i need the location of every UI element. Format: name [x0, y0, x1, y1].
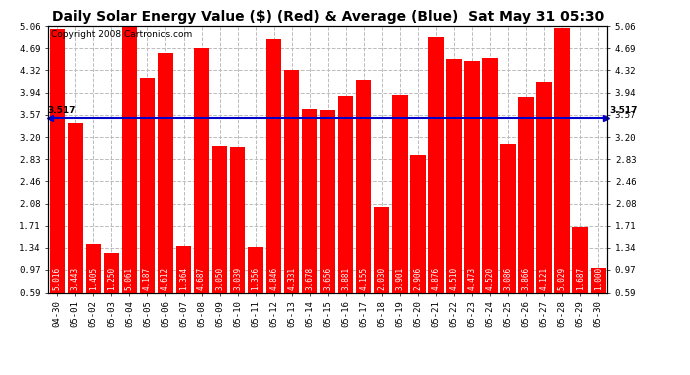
Text: 5.029: 5.029: [558, 267, 566, 290]
Text: 3.656: 3.656: [323, 267, 333, 290]
Text: 1.687: 1.687: [575, 267, 584, 290]
Bar: [500, 144, 515, 328]
Bar: [302, 109, 317, 328]
Bar: [356, 80, 371, 328]
Bar: [464, 61, 480, 328]
Bar: [212, 146, 227, 328]
Bar: [320, 110, 335, 328]
Text: 4.331: 4.331: [287, 267, 296, 290]
Bar: [68, 123, 83, 328]
Bar: [320, 110, 335, 328]
Text: 1.000: 1.000: [593, 267, 602, 290]
Bar: [555, 28, 570, 328]
Text: 4.473: 4.473: [468, 267, 477, 290]
Text: 1.405: 1.405: [89, 267, 98, 290]
Text: 4.612: 4.612: [161, 267, 170, 290]
Bar: [536, 82, 552, 328]
Text: 4.876: 4.876: [431, 267, 440, 290]
Bar: [266, 39, 282, 328]
Bar: [411, 154, 426, 328]
Bar: [212, 146, 227, 328]
Bar: [104, 253, 119, 328]
Text: 2.030: 2.030: [377, 267, 386, 290]
Text: 3.866: 3.866: [522, 267, 531, 290]
Text: 3.517: 3.517: [609, 106, 638, 115]
Text: Copyright 2008 Cartronics.com: Copyright 2008 Cartronics.com: [51, 30, 193, 39]
Bar: [248, 247, 264, 328]
Bar: [482, 58, 497, 328]
Text: 1.364: 1.364: [179, 267, 188, 290]
Text: 3.881: 3.881: [342, 267, 351, 290]
Bar: [374, 207, 389, 328]
Text: 3.517: 3.517: [48, 106, 76, 115]
Text: 4.187: 4.187: [143, 267, 152, 290]
Bar: [428, 37, 444, 328]
Bar: [518, 98, 534, 328]
Bar: [230, 147, 245, 328]
Text: 3.901: 3.901: [395, 267, 404, 290]
Text: 3.443: 3.443: [71, 267, 80, 290]
Bar: [104, 253, 119, 328]
Bar: [555, 28, 570, 328]
Bar: [374, 207, 389, 328]
Bar: [392, 95, 408, 328]
Bar: [176, 246, 191, 328]
Bar: [302, 109, 317, 328]
Bar: [176, 246, 191, 328]
Text: 3.086: 3.086: [504, 267, 513, 290]
Bar: [68, 123, 83, 328]
Bar: [158, 53, 173, 328]
Bar: [464, 61, 480, 328]
Text: 4.155: 4.155: [359, 267, 368, 290]
Bar: [446, 59, 462, 328]
Bar: [121, 26, 137, 328]
Bar: [248, 247, 264, 328]
Text: 1.356: 1.356: [251, 267, 260, 290]
Text: 4.121: 4.121: [540, 267, 549, 290]
Text: 5.016: 5.016: [53, 267, 62, 290]
Bar: [266, 39, 282, 328]
Bar: [356, 80, 371, 328]
Bar: [121, 26, 137, 328]
Bar: [392, 95, 408, 328]
Bar: [86, 244, 101, 328]
Bar: [591, 268, 606, 328]
Text: 3.039: 3.039: [233, 267, 242, 290]
Bar: [194, 48, 209, 328]
Bar: [194, 48, 209, 328]
Bar: [411, 154, 426, 328]
Title: Daily Solar Energy Value ($) (Red) & Average (Blue)  Sat May 31 05:30: Daily Solar Energy Value ($) (Red) & Ave…: [52, 10, 604, 24]
Bar: [518, 98, 534, 328]
Text: 4.846: 4.846: [269, 267, 278, 290]
Text: 3.678: 3.678: [305, 267, 314, 290]
Bar: [230, 147, 245, 328]
Bar: [284, 70, 299, 328]
Bar: [482, 58, 497, 328]
Text: 5.061: 5.061: [125, 267, 134, 290]
Bar: [591, 268, 606, 328]
Text: 2.906: 2.906: [413, 267, 422, 290]
Bar: [428, 37, 444, 328]
Bar: [338, 96, 353, 328]
Text: 3.050: 3.050: [215, 267, 224, 290]
Bar: [573, 227, 588, 328]
Bar: [86, 244, 101, 328]
Bar: [338, 96, 353, 328]
Text: 4.520: 4.520: [486, 267, 495, 290]
Bar: [536, 82, 552, 328]
Bar: [573, 227, 588, 328]
Bar: [446, 59, 462, 328]
Bar: [140, 78, 155, 328]
Text: 4.687: 4.687: [197, 267, 206, 290]
Text: 4.510: 4.510: [449, 267, 458, 290]
Bar: [140, 78, 155, 328]
Text: 1.250: 1.250: [107, 267, 116, 290]
Bar: [284, 70, 299, 328]
Bar: [50, 29, 65, 328]
Bar: [500, 144, 515, 328]
Bar: [158, 53, 173, 328]
Bar: [50, 29, 65, 328]
